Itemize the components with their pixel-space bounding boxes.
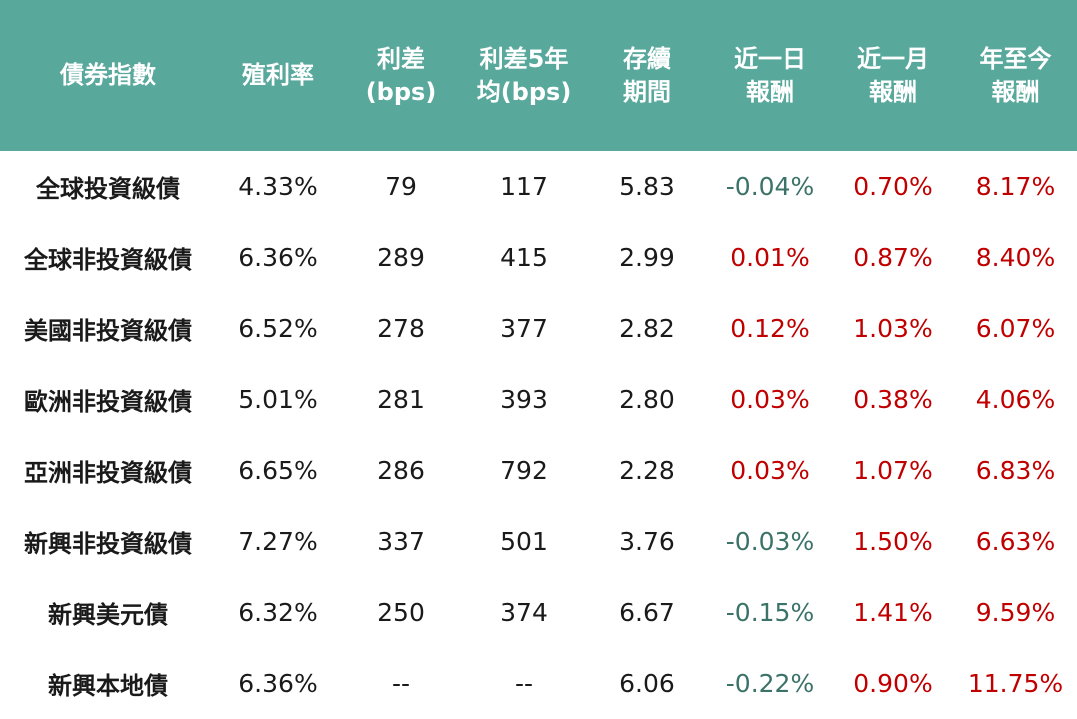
cell-spread: 289 — [377, 243, 425, 272]
cell-return-1m: 0.90% — [853, 669, 933, 698]
cell-spread-5y-avg: 374 — [500, 598, 548, 627]
table-row: 亞洲非投資級債 6.65% 286 792 2.28 0.03% 1.07% 6.83% — [0, 435, 1077, 506]
cell-duration: 2.28 — [619, 456, 675, 485]
cell-return-1m: 1.03% — [853, 314, 933, 343]
cell-yield: 6.52% — [238, 314, 318, 343]
cell-yield: 5.01% — [238, 385, 318, 414]
cell-return-1d: -0.04% — [725, 172, 815, 201]
cell-return-1d: 0.01% — [730, 243, 810, 272]
cell-spread: 79 — [385, 172, 417, 201]
cell-return-1d: 0.12% — [730, 314, 810, 343]
table-row: 全球投資級債 4.33% 79 117 5.83 -0.04% 0.70% 8.17% — [0, 151, 1077, 222]
cell-spread: -- — [391, 669, 411, 698]
cell-duration: 5.83 — [619, 172, 675, 201]
header-duration: 存續 期間 — [623, 44, 671, 106]
cell-bond-index-name: 新興非投資級債 — [24, 530, 192, 558]
cell-spread-5y-avg: -- — [514, 669, 534, 698]
table-row: 新興美元債 6.32% 250 374 6.67 -0.15% 1.41% 9.59% — [0, 577, 1077, 648]
cell-return-1d: -0.15% — [725, 598, 815, 627]
header-1d-return: 近一日 報酬 — [734, 44, 806, 106]
cell-return-1d: -0.03% — [725, 527, 815, 556]
table-row: 歐洲非投資級債 5.01% 281 393 2.80 0.03% 0.38% 4.06% — [0, 364, 1077, 435]
cell-return-1m: 1.41% — [853, 598, 933, 627]
table-row: 新興本地債 6.36% -- -- 6.06 -0.22% 0.90% 11.75% — [0, 648, 1077, 719]
cell-spread-5y-avg: 792 — [500, 456, 548, 485]
header-bond-index: 債券指數 — [60, 61, 156, 89]
cell-return-ytd: 8.17% — [975, 172, 1056, 201]
header-1m-return: 近一月 報酬 — [857, 44, 929, 106]
header-ytd-return: 年至今 報酬 — [979, 44, 1052, 106]
cell-return-ytd: 9.59% — [975, 598, 1056, 627]
table-row: 新興非投資級債 7.27% 337 501 3.76 -0.03% 1.50% 6.63% — [0, 506, 1077, 577]
cell-spread-5y-avg: 501 — [500, 527, 548, 556]
cell-duration: 2.80 — [619, 385, 675, 414]
cell-yield: 4.33% — [238, 172, 318, 201]
cell-spread: 337 — [377, 527, 425, 556]
cell-spread: 281 — [377, 385, 425, 414]
header-spread: 利差 (bps) — [365, 44, 437, 106]
cell-duration: 3.76 — [619, 527, 675, 556]
cell-duration: 2.99 — [619, 243, 675, 272]
cell-return-ytd: 4.06% — [975, 385, 1056, 414]
cell-duration: 6.06 — [619, 669, 675, 698]
cell-yield: 6.36% — [238, 243, 318, 272]
table-row: 全球非投資級債 6.36% 289 415 2.99 0.01% 0.87% 8.40% — [0, 222, 1077, 293]
cell-duration: 2.82 — [619, 314, 675, 343]
cell-return-1m: 1.07% — [853, 456, 933, 485]
cell-return-1m: 0.38% — [853, 385, 933, 414]
cell-return-1d: -0.22% — [725, 669, 815, 698]
cell-yield: 6.65% — [238, 456, 318, 485]
table-row: 美國非投資級債 6.52% 278 377 2.82 0.12% 1.03% 6.07% — [0, 293, 1077, 364]
cell-bond-index-name: 新興本地債 — [48, 672, 168, 700]
cell-bond-index-name: 全球投資級債 — [36, 175, 180, 203]
header-spread-5y-avg: 利差5年 均(bps) — [476, 44, 572, 106]
cell-yield: 7.27% — [238, 527, 318, 556]
cell-spread-5y-avg: 415 — [500, 243, 548, 272]
cell-bond-index-name: 全球非投資級債 — [24, 246, 192, 274]
cell-bond-index-name: 亞洲非投資級債 — [24, 459, 192, 487]
cell-yield: 6.32% — [238, 598, 318, 627]
cell-return-1d: 0.03% — [730, 456, 810, 485]
table-header: 債券指數 殖利率 利差 (bps) 利差5年 均(bps) 存續 期間 近一日 … — [0, 0, 1077, 151]
cell-bond-index-name: 美國非投資級債 — [24, 317, 192, 345]
cell-return-ytd: 6.63% — [975, 527, 1056, 556]
cell-spread: 278 — [377, 314, 425, 343]
cell-return-ytd: 8.40% — [975, 243, 1056, 272]
cell-spread-5y-avg: 117 — [500, 172, 548, 201]
cell-return-1d: 0.03% — [730, 385, 810, 414]
cell-return-1m: 0.70% — [853, 172, 933, 201]
cell-return-1m: 0.87% — [853, 243, 933, 272]
cell-spread-5y-avg: 393 — [500, 385, 548, 414]
cell-spread-5y-avg: 377 — [500, 314, 548, 343]
cell-return-ytd: 11.75% — [967, 669, 1064, 698]
cell-bond-index-name: 歐洲非投資級債 — [24, 388, 192, 416]
cell-bond-index-name: 新興美元債 — [48, 601, 168, 629]
cell-spread: 286 — [377, 456, 425, 485]
cell-return-ytd: 6.07% — [975, 314, 1056, 343]
cell-return-ytd: 6.83% — [975, 456, 1056, 485]
cell-yield: 6.36% — [238, 669, 318, 698]
cell-spread: 250 — [377, 598, 425, 627]
header-yield: 殖利率 — [242, 61, 314, 89]
cell-return-1m: 1.50% — [853, 527, 933, 556]
cell-duration: 6.67 — [619, 598, 675, 627]
